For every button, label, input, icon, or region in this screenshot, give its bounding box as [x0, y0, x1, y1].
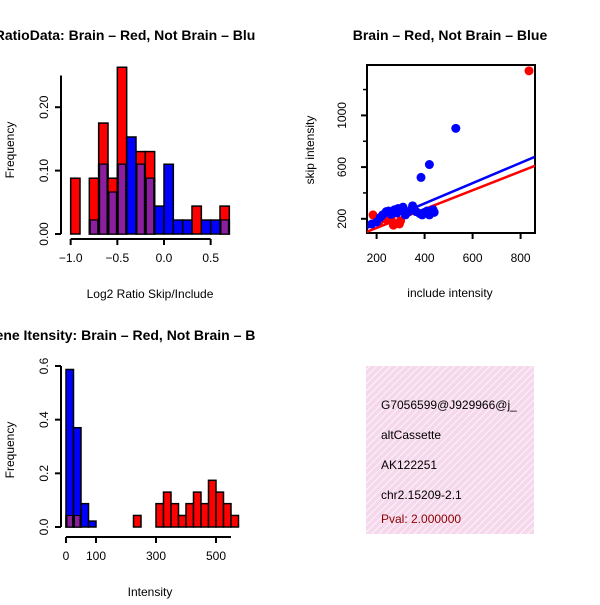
- ratio-histogram-axes: −1.0 −0.5 0.0 0.5 0.00 0.10 0.20: [37, 75, 219, 265]
- info-pval: Pval: 2.000000: [381, 512, 461, 526]
- intensity-histogram-bars: [65, 368, 240, 528]
- brain-point: [524, 66, 534, 76]
- overlap-bar: [108, 191, 117, 235]
- not-brain-bar: [72, 426, 82, 528]
- y-tick-label: 0.4: [37, 411, 51, 428]
- info-accession: AK122251: [381, 458, 437, 472]
- ratio-histogram-bars: [69, 66, 231, 235]
- brain-bar: [185, 502, 195, 528]
- y-tick-label: 600: [335, 157, 349, 177]
- x-tick-label: 400: [415, 251, 435, 265]
- overlap-bar: [89, 219, 99, 235]
- not-brain-point: [429, 207, 439, 217]
- intensity-scatter-title: Brain – Red, Not Brain – Blue: [353, 27, 548, 43]
- info-location: chr2.15209-2.1: [381, 488, 462, 502]
- not-brain-point: [451, 123, 461, 133]
- brain-bar: [230, 514, 240, 528]
- not-brain-point: [424, 160, 434, 170]
- not-brain-point: [416, 172, 426, 182]
- x-tick-label: −0.5: [105, 251, 129, 265]
- brain-fit-line: [367, 164, 535, 233]
- info-panel-background: [366, 366, 534, 534]
- x-tick-label: 200: [367, 251, 387, 265]
- x-tick-label: 0.5: [202, 251, 219, 265]
- overlap-bar: [117, 163, 127, 235]
- brain-bar: [207, 479, 217, 528]
- not-brain-bar: [172, 219, 184, 235]
- info-panel: G7056599@J929966@j_ altCassette AK122251…: [366, 366, 534, 534]
- x-tick-label: 600: [463, 251, 483, 265]
- not-brain-bar: [163, 163, 175, 235]
- brain-bar: [192, 491, 202, 528]
- brain-bar: [215, 491, 225, 528]
- y-tick-label: 0.00: [37, 222, 51, 246]
- y-tick-label: 0.0: [37, 518, 51, 535]
- brain-bar: [200, 502, 210, 528]
- ratio-histogram-xlabel: Log2 Ratio Skip/Include: [87, 287, 214, 301]
- not-brain-bar: [65, 368, 75, 528]
- intensity-scatter-panel: Brain – Red, Not Brain – Blue include in…: [303, 27, 547, 300]
- scatter-points: [367, 66, 534, 230]
- overlap-bar: [136, 163, 145, 235]
- x-tick-label: 300: [146, 549, 166, 563]
- y-tick-label: 0.6: [37, 357, 51, 374]
- not-brain-bar: [80, 502, 90, 528]
- intensity-scatter-ylabel: skip intensity: [303, 116, 317, 185]
- y-tick-label: 0.2: [37, 465, 51, 482]
- ratio-histogram-title: RatioData: Brain – Red, Not Brain – Blu: [0, 27, 255, 43]
- overlap-bar: [66, 514, 73, 528]
- y-tick-label: 1000: [335, 102, 349, 129]
- not-brain-bar: [125, 136, 137, 235]
- info-probe-id: G7056599@J929966@j_: [381, 398, 517, 412]
- intensity-scatter-xlabel: include intensity: [407, 286, 492, 300]
- overlap-bar: [74, 514, 81, 528]
- intensity-histogram-panel: Gene Itensity: Brain – Red, Not Brain – …: [0, 327, 255, 599]
- intensity-scatter-axes: 200 400 600 800 200 600 1000: [335, 88, 531, 265]
- info-event-type: altCassette: [381, 428, 441, 442]
- brain-bar: [132, 514, 142, 528]
- not-brain-bar: [87, 520, 97, 528]
- brain-bar: [170, 502, 180, 528]
- brain-bar: [222, 502, 232, 528]
- overlap-bar: [145, 177, 155, 235]
- x-tick-label: 0: [63, 549, 70, 563]
- y-tick-label: 0.10: [37, 159, 51, 183]
- brain-bar: [177, 514, 187, 528]
- scatter-plot-box: [366, 64, 536, 234]
- brain-bar: [69, 177, 81, 235]
- x-tick-label: 0.0: [156, 251, 173, 265]
- overlap-bar: [220, 219, 229, 235]
- x-tick-label: −1.0: [59, 251, 83, 265]
- ratio-histogram-panel: RatioData: Brain – Red, Not Brain – Blu …: [0, 27, 255, 301]
- intensity-histogram-title: Gene Itensity: Brain – Red, Not Brain – …: [0, 327, 255, 343]
- not-brain-bar: [181, 219, 193, 235]
- intensity-histogram-ylabel: Frequency: [3, 422, 17, 479]
- x-tick-label: 800: [511, 251, 531, 265]
- y-tick-label: 0.20: [37, 95, 51, 119]
- not-brain-bar: [153, 205, 165, 235]
- brain-bar: [155, 502, 165, 528]
- x-tick-label: 100: [86, 549, 106, 563]
- not-brain-bar: [209, 219, 221, 235]
- overlap-bar: [99, 163, 108, 235]
- ratio-histogram-ylabel: Frequency: [3, 122, 17, 179]
- intensity-histogram-xlabel: Intensity: [128, 585, 173, 599]
- intensity-histogram-axes: 0 100 300 500 0.0 0.2 0.4 0.6: [37, 357, 231, 563]
- brain-point: [368, 210, 378, 220]
- not-brain-bar: [200, 219, 212, 235]
- y-tick-label: 200: [335, 208, 349, 228]
- brain-bar: [191, 205, 203, 235]
- x-tick-label: 500: [206, 549, 226, 563]
- brain-bar: [162, 491, 172, 528]
